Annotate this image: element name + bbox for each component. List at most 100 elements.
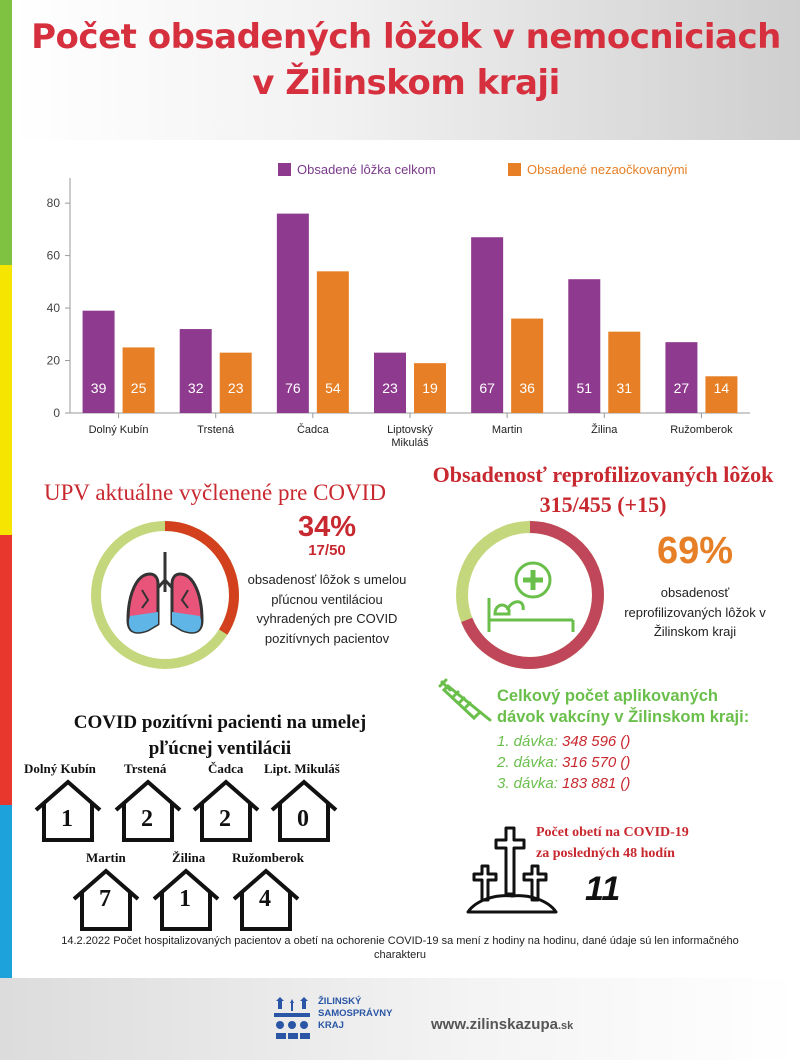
deaths-title: Počet obetí na COVID-19 za posledných 48… [536,822,756,864]
bar-unvaccinated [316,271,349,413]
bar-total [471,237,504,413]
title-line-2: v Žilinskom kraji [252,63,560,103]
logo-line-1: ŽILINSKÝ [318,996,362,1007]
upv-title: UPV aktuálne vyčlenené pre COVID [44,480,386,505]
hospital-bed-icon [487,561,575,632]
city-label: Martin [86,850,126,865]
bar-value-label: 39 [91,380,107,396]
bar-value-label: 76 [285,380,301,396]
bar-value-label: 51 [576,380,592,396]
dose-value: 316 570 () [562,754,631,771]
website-link[interactable]: www.zilinskazupa.sk [431,1016,573,1033]
legend-item-unvaccinated: Obsadené nezaočkovanými [508,162,687,177]
ventilation-title-line-2: pľúcnej ventilácii [148,738,292,759]
vaccine-title-line-2: dávok vakcíny v Žilinskom kraji: [497,708,750,726]
legend-label-unvaccinated: Obsadené nezaočkovanými [527,162,688,177]
vaccine-title-line-1: Celkový počet aplikovaných [497,687,719,705]
bar-value-label: 27 [674,380,690,396]
dose-value: 183 881 () [562,775,631,792]
bar-value-label: 25 [131,380,147,396]
bar-value-label: 23 [382,380,398,396]
vaccine-dose-3: 3. dávka: 183 881 () [497,775,630,792]
bar-unvaccinated [414,363,446,413]
y-tick-label: 0 [53,406,60,420]
city-label: Žilina [172,850,206,865]
bar-value-label: 54 [325,380,341,396]
house-value: 1 [61,806,73,832]
upv-donut-arc [91,521,239,669]
bar-unvaccinated [219,352,252,413]
upv-donut [91,521,239,669]
bar-unvaccinated [608,331,641,413]
bar-value-label: 32 [188,380,204,396]
city-label: Trstená [124,761,167,776]
logo-line-3: KRAJ [318,1020,344,1031]
footer-band [0,978,800,1060]
x-tick-label: Žilina [591,423,618,436]
bar-total [82,310,115,413]
upv-percent: 34% [297,511,357,543]
house-value: 2 [219,806,231,832]
reprof-donut [456,521,604,669]
bar-value-label: 31 [616,380,632,396]
legend-label-total: Obsadené lôžka celkom [297,162,436,177]
house-icon [72,868,140,931]
city-label: Ružomberok [232,850,304,865]
bar-value-label: 23 [228,380,244,396]
house-value: 4 [259,886,271,912]
graves-icon [466,826,558,914]
bar-value-label: 67 [479,380,495,396]
vaccine-title: Celkový počet aplikovaných dávok vakcíny… [497,686,797,728]
header-band [12,0,800,140]
legend-swatch-purple [278,163,291,176]
legend-swatch-orange [508,163,521,176]
dose-label: 1. dávka: [497,733,558,750]
website-tld: .sk [557,1020,574,1032]
page-title: Počet obsadených lôžok v nemocniciach v … [12,14,800,106]
house-value: 7 [99,886,111,912]
stripe-yellow [0,265,12,535]
bar-total [374,352,406,413]
bar-chart: 0 20 40 60 80 Dolný Kubín 39 25 Trstená 32 23 Čadca… [47,178,750,449]
house-icon [114,779,182,842]
title-line-1: Počet obsadených lôžok v nemocniciach [31,17,781,57]
stripe-red [0,535,12,805]
x-tick-label: Čadca [297,423,330,436]
vaccine-dose-1: 1. dávka: 348 596 () [497,733,630,750]
deaths-value: 11 [585,870,621,908]
bar-total [179,329,212,413]
house-value: 2 [141,806,153,832]
reprof-description: obsadenosť reprofilizovaných lôžok v Žil… [624,585,766,639]
reprof-title-line-1: Obsadenosť reprofilizovaných lôžok [432,462,774,487]
x-tick-label: Trstená [197,424,235,436]
house-value: 0 [297,806,309,832]
x-tick-label: Mikuláš [391,437,429,449]
bar-value-label: 14 [714,380,730,396]
reprof-title: Obsadenosť reprofilizovaných lôžok 315/4… [406,460,800,520]
x-tick-label: Dolný Kubín [89,424,149,436]
syringe-icon [438,678,492,722]
house-icon [192,779,260,842]
website-text: www.zilinskazupa [431,1016,558,1033]
deaths-title-line-1: Počet obetí na COVID-19 [536,825,689,840]
upv-fraction: 17/50 [308,542,346,559]
bar-total [568,279,601,413]
ventilation-title: COVID pozitívni pacienti na umelej pľúcn… [20,710,420,762]
house-icon [152,868,220,931]
x-tick-label: Ružomberok [670,424,733,436]
region-logo-icon [274,997,310,1039]
dose-value: 348 596 () [562,733,631,750]
x-tick-label: Martin [492,424,523,436]
bar-unvaccinated [511,318,544,413]
bar-value-label: 36 [519,380,535,396]
bar-total [665,342,698,413]
x-tick-label: Liptovský [387,424,433,436]
city-label: Lipt. Mikuláš [264,761,340,776]
y-tick-label: 60 [47,249,61,263]
ventilation-title-line-1: COVID pozitívni pacienti na umelej [73,712,367,733]
y-tick-label: 40 [47,301,61,315]
legend-item-total: Obsadené lôžka celkom [278,162,436,177]
house-icon [232,868,300,931]
house-icon [270,779,338,842]
bar-unvaccinated [705,376,738,413]
